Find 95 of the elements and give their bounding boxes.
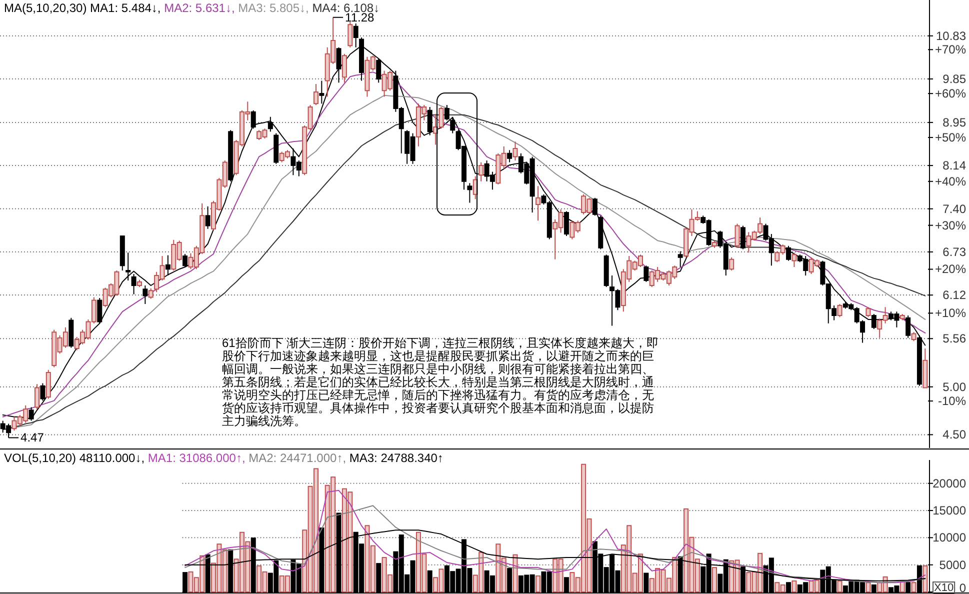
bar [866,582,871,592]
candlestick [729,256,734,271]
candlestick [536,186,541,222]
candlestick [97,298,102,324]
candlestick [871,313,876,330]
text: MA2: 24471.000↑, [248,451,350,465]
candlestick [786,245,792,262]
candlestick [740,225,746,250]
candlestick [837,304,842,318]
candlestick [142,285,148,305]
candlestick [644,265,649,282]
y2-tick-label: +20% [934,262,966,276]
candlestick [182,253,188,268]
bar [712,567,718,592]
y-tick-label: 5.00 [942,380,966,394]
candlestick [900,313,905,321]
legend-title: VOL(5,10,20) 48110.000↓, [4,451,148,465]
candlestick [906,315,911,338]
candlestick [922,348,928,388]
y2-tick-label: -10% [938,394,966,408]
y2-tick-label: +30% [934,218,966,232]
candlestick [40,382,46,402]
text: MA2: 5.631↓, [164,1,238,15]
y-tick-label: 5000 [939,558,966,572]
candlestick [450,116,456,134]
y-tick-label: 6.12 [942,288,966,302]
candlestick [604,254,609,288]
candlestick [592,197,598,216]
y2-tick-label: +60% [934,86,966,101]
text: MA1: 5.484↓, [90,1,164,15]
candlestick [268,116,273,132]
text: MA1: 31086.000↑, [148,451,249,465]
y2-tick-label: +40% [934,174,966,188]
candlestick [228,130,234,182]
candlestick [376,58,382,84]
y-tick-label: 15000 [932,504,966,518]
y-axis-title: X10 [934,582,954,594]
annotation: 61拾阶而下 渐大三连阴：股价开始下调，连拉三根阴线，且实体长度越来越大，即股价下行加速迹象越来越明显，这也是提醒股民要抓紧出货，以避开随之而来的巨幅回调。一般说来，如果这三连阴都只是中小阴线，则很有可能紧接着拉出第四、第五条阴线；若是它们的实体已经比较长大，特别是当第三根阴线是大阴线时，通常说明空头的打压已经肆无忌惮，随后的下挫将迅猛有力。有货的应考虑清仓，无货的应该持币观望。具体操作中，投资者要认真研究个股基本面和消息面，以提防主力骗线洗筹。 [222,336,659,428]
candlestick [250,110,256,130]
candlestick [678,250,683,268]
candlestick [46,369,51,400]
y-tick-label: 4.50 [942,428,966,442]
y-tick-label: 7.40 [942,202,966,216]
candlestick [911,332,916,342]
candlestick [165,254,170,276]
candlestick [131,274,136,295]
candlestick [34,384,40,410]
y2-tick-label: +50% [934,130,966,144]
candlestick [148,288,154,300]
y-tick-label: 8.14 [942,158,966,173]
candlestick [734,223,740,248]
candlestick [467,182,472,204]
candlestick [507,150,512,163]
bar [536,575,541,592]
bar [512,554,518,592]
annotation: 4.47 [20,430,44,445]
legend-title: MA(5,10,20,30) [4,1,90,15]
candlestick [512,141,518,162]
candlestick [313,84,318,106]
y-tick-label: 8.95 [942,115,966,130]
candlestick [319,80,324,104]
candlestick [478,162,484,182]
line-series [184,505,926,584]
y-tick-label: 5.56 [942,332,966,346]
y2-tick-label: +70% [934,42,966,57]
bar [837,580,842,592]
candlestick [68,317,74,348]
candlestick [205,206,210,230]
bar [922,565,928,592]
candlestick [444,104,450,121]
bar [911,582,916,592]
candlestick [427,106,432,136]
candlestick [136,279,142,288]
line-series [184,490,926,584]
candlestick [342,53,347,84]
y-tick-label: 0 [959,581,966,594]
text: MA3: 24788.340↑ [349,451,444,465]
y-tick-label: 6.73 [942,244,966,259]
candlestick [120,236,125,271]
y-tick-label: 20000 [932,476,966,490]
candlestick [792,252,797,268]
candlestick [916,334,922,386]
bar [792,580,797,592]
y-tick-label: 10.83 [936,28,966,43]
text: MA3: 5.805↓, [238,1,312,15]
candlestick [274,132,279,164]
candlestick [598,215,604,250]
y-tick-label: 10000 [932,530,966,545]
y-tick-label: 9.85 [942,72,966,86]
candlestick [564,210,569,236]
y2-tick-label: +10% [934,306,966,320]
candlestick [712,240,718,248]
candlestick [126,252,131,281]
candlestick [866,306,871,318]
candlestick [348,21,353,48]
